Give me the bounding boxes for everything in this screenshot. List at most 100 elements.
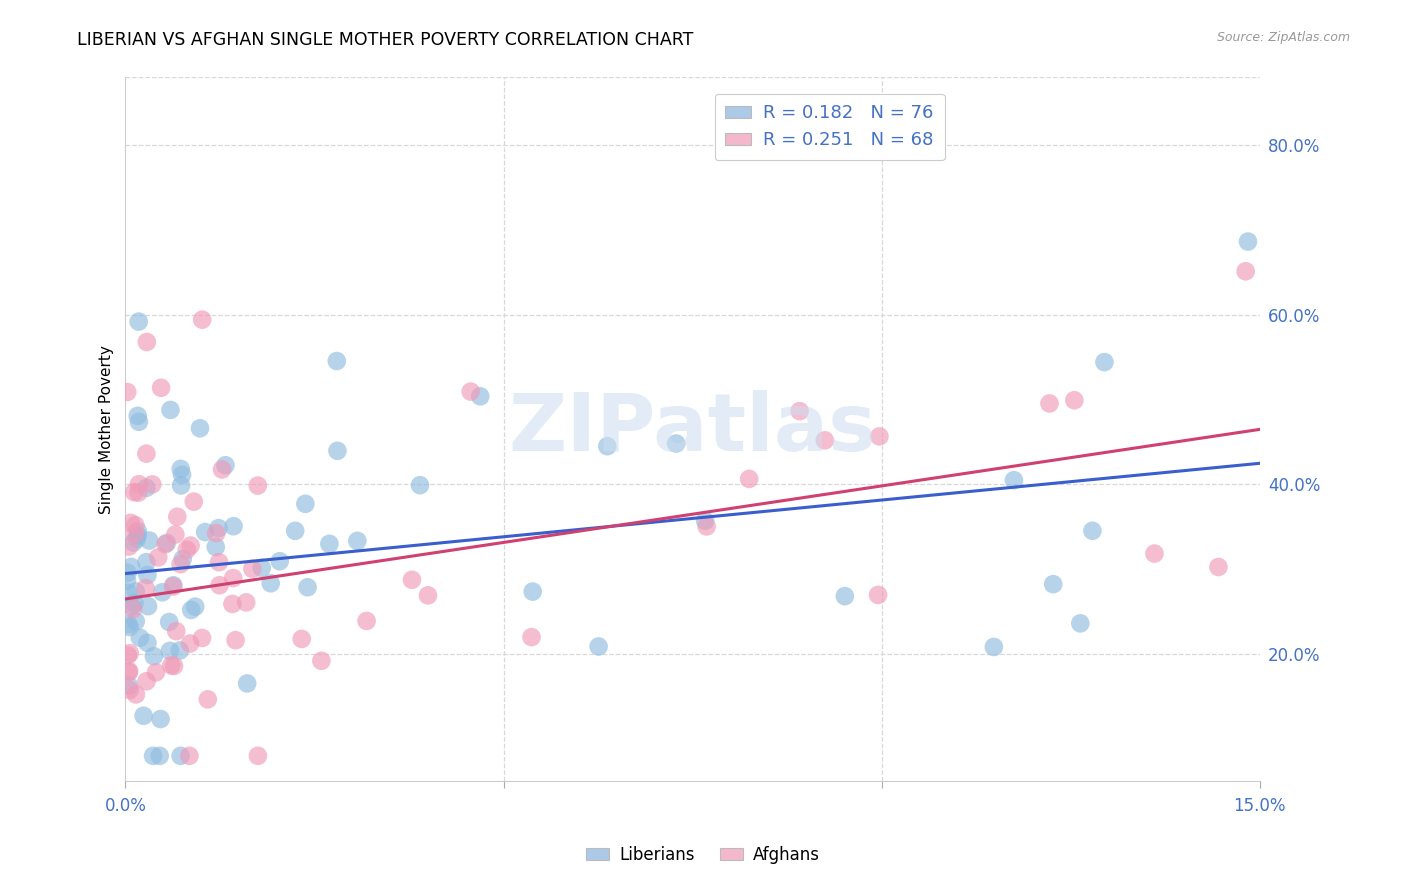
Point [188, 421, 211, 435]
Point [1208, 560, 1230, 574]
Point [135, 481, 157, 495]
Point [172, 552, 194, 566]
Point [169, 748, 191, 763]
Point [1002, 473, 1025, 487]
Point [868, 588, 890, 602]
Point [470, 389, 492, 403]
Point [834, 589, 856, 603]
Point [122, 485, 145, 500]
Point [204, 540, 226, 554]
Point [159, 644, 181, 658]
Point [118, 646, 141, 660]
Point [121, 599, 143, 614]
Point [1069, 616, 1091, 631]
Point [326, 354, 349, 368]
Point [1038, 396, 1060, 410]
Point [136, 636, 159, 650]
Point [326, 443, 349, 458]
Point [127, 409, 149, 423]
Point [868, 429, 890, 443]
Point [117, 617, 139, 632]
Point [129, 631, 152, 645]
Point [138, 533, 160, 548]
Point [125, 584, 148, 599]
Point [122, 602, 145, 616]
Point [1237, 235, 1260, 249]
Point [222, 519, 245, 533]
Point [118, 683, 141, 698]
Point [291, 632, 314, 646]
Point [180, 603, 202, 617]
Point [214, 458, 236, 473]
Point [179, 748, 201, 763]
Point [184, 599, 207, 614]
Point [117, 384, 139, 399]
Point [814, 434, 837, 448]
Point [136, 599, 159, 614]
Point [1143, 547, 1166, 561]
Point [162, 578, 184, 592]
Point [128, 315, 150, 329]
Point [596, 439, 619, 453]
Legend: Liberians, Afghans: Liberians, Afghans [579, 839, 827, 871]
Point [120, 559, 142, 574]
Point [117, 566, 139, 580]
Point [128, 477, 150, 491]
Y-axis label: Single Mother Poverty: Single Mother Poverty [100, 345, 114, 514]
Point [142, 748, 165, 763]
Point [162, 580, 184, 594]
Point [128, 415, 150, 429]
Point [117, 648, 139, 663]
Point [148, 550, 170, 565]
Point [205, 526, 228, 541]
Point [150, 381, 173, 395]
Point [311, 654, 333, 668]
Point [118, 620, 141, 634]
Point [294, 497, 316, 511]
Point [297, 580, 319, 594]
Point [163, 659, 186, 673]
Point [222, 571, 245, 585]
Point [221, 597, 243, 611]
Point [693, 514, 716, 528]
Point [318, 537, 340, 551]
Point [149, 712, 172, 726]
Point [125, 615, 148, 629]
Point [142, 649, 165, 664]
Point [522, 584, 544, 599]
Point [156, 536, 179, 550]
Point [115, 574, 138, 588]
Point [170, 478, 193, 492]
Point [136, 568, 159, 582]
Point [246, 478, 269, 492]
Point [665, 436, 688, 450]
Point [170, 467, 193, 482]
Point [150, 585, 173, 599]
Point [696, 519, 718, 533]
Point [135, 674, 157, 689]
Point [124, 596, 146, 610]
Point [208, 555, 231, 569]
Point [207, 521, 229, 535]
Point [118, 679, 141, 693]
Point [520, 630, 543, 644]
Point [588, 640, 610, 654]
Point [1042, 577, 1064, 591]
Point [122, 535, 145, 549]
Text: LIBERIAN VS AFGHAN SINGLE MOTHER POVERTY CORRELATION CHART: LIBERIAN VS AFGHAN SINGLE MOTHER POVERTY… [77, 31, 693, 49]
Point [183, 494, 205, 508]
Legend: R = 0.182   N = 76, R = 0.251   N = 68: R = 0.182 N = 76, R = 0.251 N = 68 [714, 94, 945, 161]
Point [1063, 393, 1085, 408]
Point [127, 524, 149, 539]
Point [789, 404, 811, 418]
Point [165, 527, 187, 541]
Point [127, 528, 149, 542]
Point [260, 576, 283, 591]
Point [117, 586, 139, 600]
Text: ZIPatlas: ZIPatlas [509, 391, 877, 468]
Point [127, 485, 149, 500]
Point [356, 614, 378, 628]
Point [118, 665, 141, 679]
Point [118, 665, 141, 679]
Point [124, 518, 146, 533]
